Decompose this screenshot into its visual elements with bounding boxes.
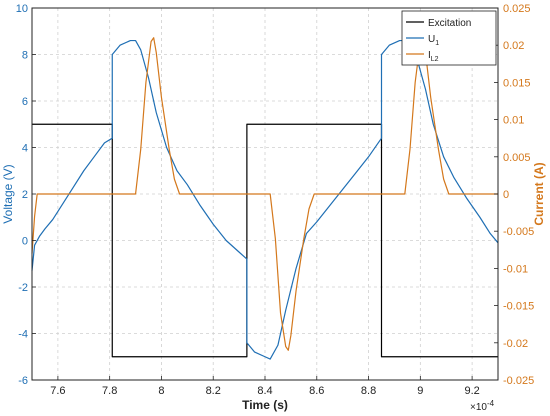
x-tick-label: 8.2 (206, 385, 221, 397)
y-axis-right-label: Current (A) (532, 162, 546, 225)
y-axis-left-label: Voltage (V) (1, 164, 15, 223)
y-right-tick-label: -0.01 (503, 263, 528, 275)
labels: Time (s) ×10-4 Voltage (V) Current (A) (1, 162, 546, 413)
x-tick-label: 8 (158, 385, 164, 397)
x-axis-exponent: ×10-4 (470, 399, 495, 413)
legend-label-excitation: Excitation (428, 18, 471, 29)
y-left-tick-label: 6 (22, 96, 28, 108)
legend-label-il2: IL2 (428, 50, 439, 63)
y-left-tick-label: -2 (18, 282, 28, 294)
y-right-tick-label: 0 (503, 189, 509, 201)
y-left-tick-label: 8 (22, 50, 28, 62)
y-right-tick-label: -0.02 (503, 338, 528, 350)
y-left-tick-label: -6 (18, 375, 28, 387)
x-axis-label: Time (s) (242, 398, 288, 412)
y-left-tick-label: 2 (22, 189, 28, 201)
x-tick-label: 9 (417, 385, 423, 397)
y-right-tick-label: 0.01 (503, 115, 524, 127)
legend: Excitation U1 IL2 (401, 10, 497, 66)
x-tick-label: 7.8 (102, 385, 117, 397)
y-left-tick-label: 10 (16, 3, 28, 15)
series-line-excitation (32, 123, 498, 358)
x-axis-exponent-base: ×10 (470, 402, 487, 413)
y-right-tick-label: -0.025 (503, 375, 534, 387)
x-tick-label: 8.8 (361, 385, 376, 397)
x-tick-label: 9.2 (464, 385, 479, 397)
y-left-tick-label: 0 (22, 236, 28, 248)
legend-label-u1: U1 (428, 34, 439, 47)
y-right-tick-label: -0.015 (503, 301, 534, 313)
y-left-tick-label: -4 (18, 329, 28, 341)
x-tick-label: 8.6 (309, 385, 324, 397)
y-right-tick-label: -0.005 (503, 226, 534, 238)
x-axis-exponent-power: -4 (487, 399, 495, 408)
y-left-tick-label: 4 (22, 143, 28, 155)
y-right-tick-label: 0.02 (503, 40, 524, 52)
x-tick-label: 8.4 (257, 385, 272, 397)
y-right-tick-label: 0.025 (503, 3, 531, 15)
ticks: 7.6 7.8 8 8.2 8.4 8.6 8.8 9 9.2 -6 -4 -2 0 2 4 6 8 10 -0.0… (16, 3, 534, 397)
y-right-tick-label: 0.015 (503, 77, 531, 89)
x-tick-label: 7.6 (50, 385, 65, 397)
y-right-tick-label: 0.005 (503, 152, 531, 164)
